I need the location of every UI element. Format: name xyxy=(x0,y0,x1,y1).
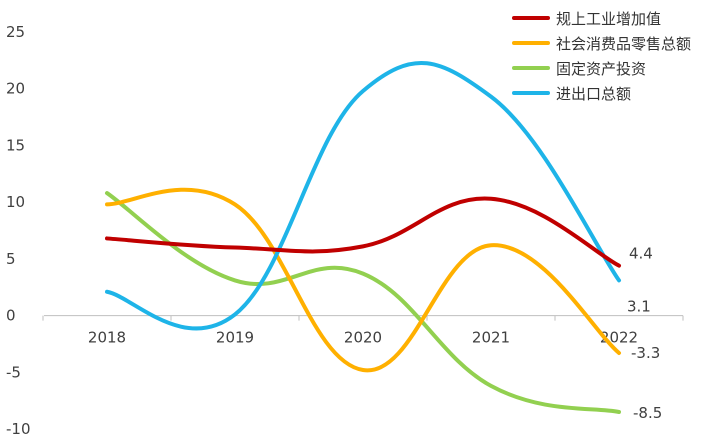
x-tick-label: 2021 xyxy=(472,329,510,347)
y-tick-label: 20 xyxy=(6,80,25,98)
legend-label: 规上工业增加值 xyxy=(556,10,661,28)
y-tick-label: 0 xyxy=(6,307,16,325)
y-tick-label: -5 xyxy=(6,363,21,381)
series-line-3 xyxy=(105,191,621,414)
data-labels: 4.4 3.1 -3.3 -8.5 xyxy=(627,245,662,422)
y-tick-label: 10 xyxy=(6,193,25,211)
data-label: -3.3 xyxy=(631,344,660,362)
data-label: 3.1 xyxy=(627,297,651,315)
x-tick-label: 2018 xyxy=(88,329,126,347)
data-label: -8.5 xyxy=(633,404,662,422)
y-tick-label: 5 xyxy=(6,250,16,268)
data-label: 4.4 xyxy=(629,245,653,263)
series-line-2 xyxy=(105,187,621,373)
x-tick-label: 2019 xyxy=(216,329,254,347)
series-line-4 xyxy=(105,60,621,331)
series-line-1 xyxy=(105,196,621,268)
x-tick-label: 2020 xyxy=(344,329,382,347)
legend-label: 进出口总额 xyxy=(556,85,631,103)
y-tick-label: 15 xyxy=(6,136,25,154)
legend-label: 社会消费品零售总额 xyxy=(556,35,691,53)
series-lines xyxy=(105,60,621,414)
legend-label: 固定资产投资 xyxy=(556,60,646,78)
y-tick-label: -10 xyxy=(6,420,31,438)
y-tick-label: 25 xyxy=(6,23,25,41)
